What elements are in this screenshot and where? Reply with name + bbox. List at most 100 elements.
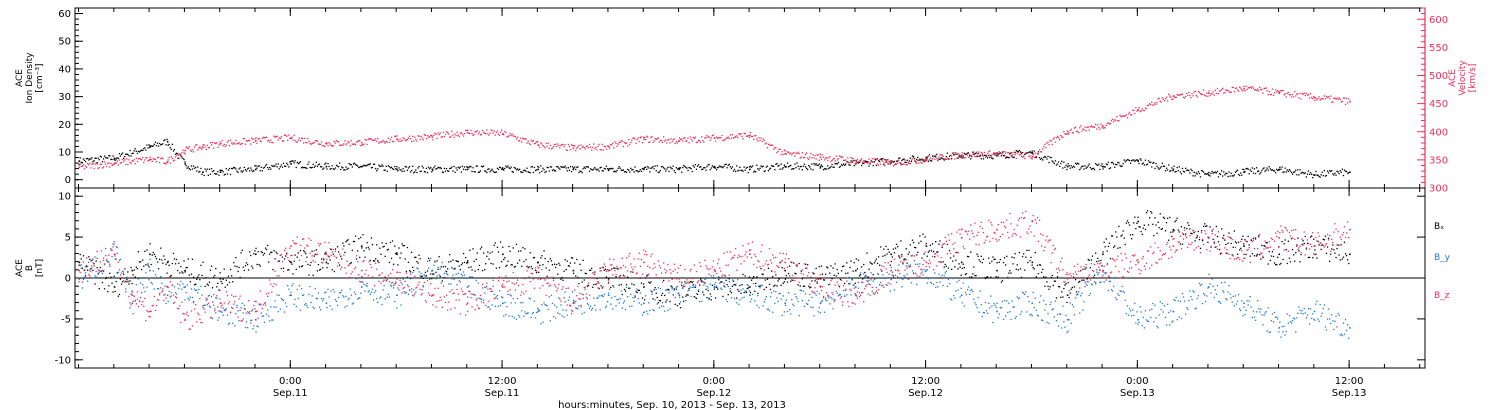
velocity-point (149, 156, 151, 158)
velocity-point (591, 149, 593, 151)
b-component-point (1327, 237, 1330, 239)
b-component-point (611, 297, 613, 299)
density-point (1236, 169, 1239, 171)
density-point (880, 158, 882, 160)
density-point (822, 169, 825, 171)
b-component-point (1014, 253, 1016, 255)
velocity-point (1221, 88, 1223, 91)
density-point (327, 162, 329, 165)
velocity-point (937, 160, 939, 162)
density-point (1260, 171, 1262, 174)
b-component-point (314, 253, 316, 255)
b-component-point (250, 254, 252, 257)
velocity-point (95, 162, 97, 164)
velocity-point (1228, 91, 1230, 93)
b-component-point (598, 295, 600, 297)
b-component-point (851, 278, 853, 280)
velocity-point (933, 156, 935, 158)
velocity-data-point (431, 136, 434, 138)
b-component-point (738, 290, 740, 292)
y-tick-label: 40 (58, 64, 71, 75)
velocity-point (877, 164, 880, 166)
b-component-point (872, 280, 874, 282)
density-point (1270, 169, 1273, 171)
density-data-point (784, 165, 786, 168)
b-component-point (802, 285, 805, 287)
b-component-point (784, 278, 787, 280)
velocity-point (85, 166, 88, 168)
b-component-point (1159, 213, 1161, 215)
b-component-point (624, 290, 627, 292)
b-component-point (1302, 240, 1304, 242)
density-data-point (396, 168, 398, 171)
b-component-point (1055, 297, 1058, 299)
density-point (569, 166, 572, 168)
velocity-point (1223, 92, 1225, 94)
density-point (973, 153, 975, 155)
density-point (91, 157, 93, 159)
b-component-point (147, 264, 149, 266)
density-point (450, 167, 452, 169)
b-component-point (361, 280, 363, 283)
right-y-tick-label: 550 (1429, 43, 1448, 54)
density-point (627, 168, 629, 171)
velocity-point (1336, 97, 1338, 99)
velocity-data-point (678, 140, 681, 142)
density-point (816, 164, 818, 166)
b-component-point (532, 311, 535, 314)
density-data-point (925, 157, 928, 160)
density-point (1043, 156, 1045, 159)
b-component-point (879, 264, 881, 266)
velocity-point (655, 138, 657, 140)
b-component-point (483, 252, 485, 254)
velocity-point (1059, 139, 1061, 141)
velocity-point (1087, 126, 1089, 128)
density-point (259, 170, 261, 172)
velocity-data-point (960, 154, 963, 156)
b-component-point (79, 265, 81, 267)
density-point (1097, 164, 1099, 167)
density-point (365, 165, 367, 167)
velocity-point (670, 138, 672, 140)
b-component-point (102, 270, 105, 272)
b-component-point (703, 294, 705, 296)
density-point (545, 170, 547, 173)
b-component-point (1123, 292, 1125, 294)
density-point (326, 168, 328, 170)
velocity-point (1199, 93, 1202, 95)
b-component-data-point (960, 261, 963, 264)
velocity-point (589, 146, 592, 148)
b-component-point (847, 277, 849, 279)
b-component-point (1203, 225, 1205, 227)
b-component-point (826, 300, 828, 302)
density-point (97, 157, 99, 159)
b-component-point (1180, 317, 1183, 320)
velocity-point (180, 153, 182, 156)
b-component-point (1340, 244, 1342, 246)
velocity-point (335, 139, 338, 142)
density-point (340, 168, 342, 171)
b-component-data-point (184, 269, 186, 272)
velocity-point (630, 141, 632, 144)
velocity-point (276, 135, 278, 137)
b-component-point (1034, 297, 1036, 299)
density-point (1188, 169, 1190, 172)
b-component-point (509, 250, 511, 252)
velocity-point (548, 147, 550, 149)
b-component-point (135, 284, 137, 286)
b-component-point (529, 298, 531, 300)
density-point (830, 166, 832, 168)
b-component-point (364, 290, 366, 292)
density-point (271, 164, 273, 167)
b-component-point (717, 288, 719, 290)
b-component-point (340, 255, 342, 257)
velocity-point (622, 145, 625, 148)
b-component-point (525, 313, 527, 315)
density-point (972, 151, 974, 153)
b-component-point (901, 254, 903, 256)
b-component-series-1 (78, 243, 1351, 339)
velocity-point (847, 157, 849, 159)
b-component-point (812, 272, 814, 274)
density-point (681, 171, 683, 173)
velocity-point (291, 136, 293, 138)
